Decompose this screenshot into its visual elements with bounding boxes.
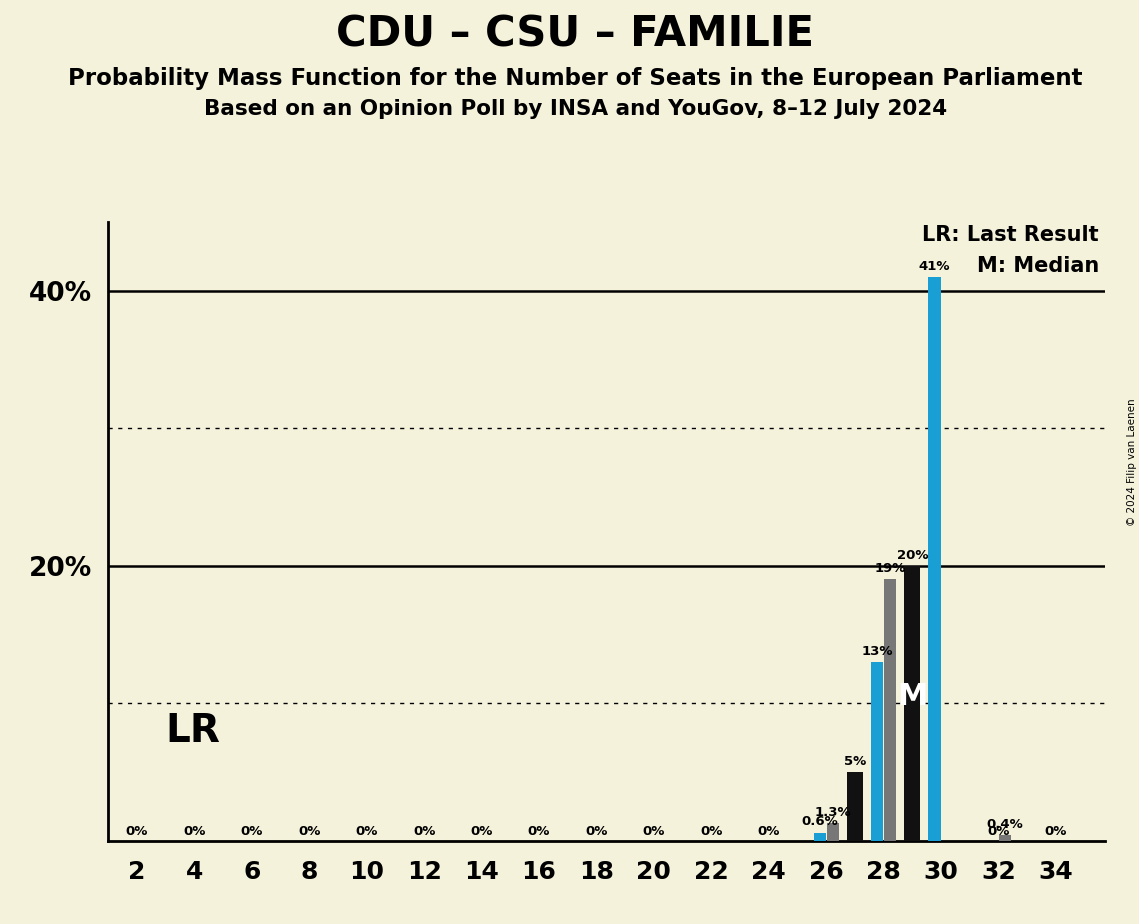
Text: 1.3%: 1.3% — [814, 806, 851, 819]
Text: 13%: 13% — [861, 645, 893, 658]
Text: 0%: 0% — [988, 825, 1010, 838]
Text: 0%: 0% — [125, 825, 148, 838]
Bar — [813, 833, 826, 841]
Bar — [871, 662, 883, 841]
Text: CDU – CSU – FAMILIE: CDU – CSU – FAMILIE — [336, 14, 814, 55]
Text: M: Median: M: Median — [977, 256, 1099, 276]
Bar — [999, 835, 1011, 841]
Text: © 2024 Filip van Laenen: © 2024 Filip van Laenen — [1126, 398, 1137, 526]
Text: 0.4%: 0.4% — [986, 819, 1024, 832]
Bar — [928, 277, 941, 841]
Text: Probability Mass Function for the Number of Seats in the European Parliament: Probability Mass Function for the Number… — [68, 67, 1082, 91]
Text: 0%: 0% — [355, 825, 378, 838]
Text: 0%: 0% — [240, 825, 263, 838]
Text: 0%: 0% — [585, 825, 607, 838]
Text: LR: LR — [165, 711, 221, 749]
Text: LR: Last Result: LR: Last Result — [923, 225, 1099, 245]
Bar — [847, 772, 863, 841]
Text: 5%: 5% — [844, 755, 866, 768]
Text: 0%: 0% — [1044, 825, 1067, 838]
Text: 0%: 0% — [700, 825, 722, 838]
Text: 0%: 0% — [183, 825, 205, 838]
Text: 0%: 0% — [470, 825, 493, 838]
Text: M: M — [898, 682, 927, 711]
Text: 20%: 20% — [896, 549, 928, 562]
Text: 0%: 0% — [527, 825, 550, 838]
Text: 0%: 0% — [642, 825, 665, 838]
Text: 41%: 41% — [919, 260, 950, 273]
Text: Based on an Opinion Poll by INSA and YouGov, 8–12 July 2024: Based on an Opinion Poll by INSA and You… — [204, 99, 947, 119]
Text: 0%: 0% — [413, 825, 435, 838]
Bar — [827, 823, 838, 841]
Text: 0%: 0% — [298, 825, 320, 838]
Text: 19%: 19% — [875, 563, 906, 576]
Bar — [904, 565, 920, 841]
Bar — [884, 579, 896, 841]
Text: 0%: 0% — [757, 825, 780, 838]
Text: 0.6%: 0.6% — [801, 816, 838, 829]
